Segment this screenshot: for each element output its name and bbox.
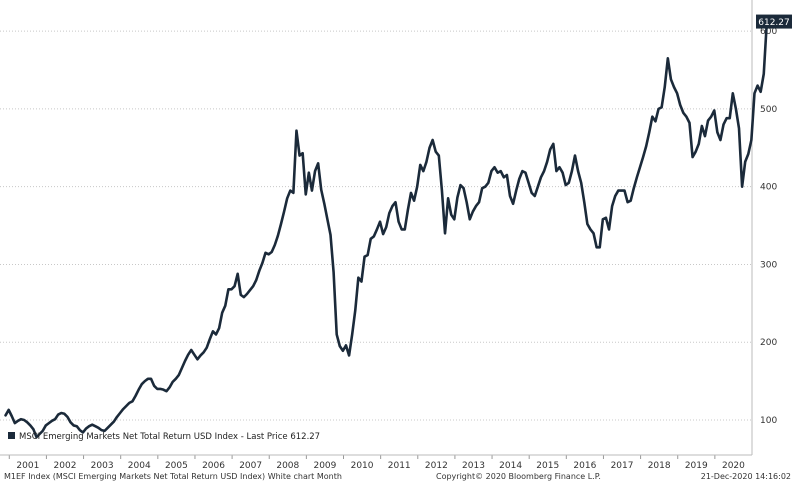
x-tick-label: 2005: [165, 461, 188, 471]
x-tick-label: 2013: [462, 461, 485, 471]
series-line: [4, 20, 769, 439]
x-tick-label: 2011: [388, 461, 411, 471]
x-tick-label: 2015: [536, 461, 559, 471]
footer-source: M1EF Index (MSCI Emerging Markets Net To…: [4, 472, 342, 481]
x-tick-label: 2006: [202, 461, 225, 471]
x-tick-label: 2014: [499, 461, 522, 471]
x-tick-label: 2007: [239, 461, 262, 471]
footer: M1EF Index (MSCI Emerging Markets Net To…: [4, 472, 791, 481]
y-tick-label: 500: [760, 105, 777, 115]
x-tick-label: 2004: [128, 461, 151, 471]
x-tick-label: 2017: [611, 461, 634, 471]
x-tick-label: 2012: [425, 461, 448, 471]
x-tick-label: 2003: [91, 461, 114, 471]
last-price-badge: 612.27: [756, 14, 792, 29]
x-axis: 2001 2002 2003 2004 2005 2006 2007 2008 2009 2010…: [8, 455, 745, 471]
x-tick-label: 2009: [313, 461, 336, 471]
x-tick-label: 2018: [648, 461, 671, 471]
x-tick-label: 2008: [276, 461, 299, 471]
legend: MSCI Emerging Markets Net Total Return U…: [8, 432, 320, 442]
x-tick-label: 2019: [685, 461, 708, 471]
y-tick-label: 200: [760, 338, 777, 348]
y-tick-label: 100: [760, 416, 777, 426]
last-price-box: [756, 14, 792, 29]
footer-copyright: Copyright© 2020 Bloomberg Finance L.P.: [436, 472, 601, 481]
y-axis: 100 200 300 400 500 600: [760, 27, 777, 426]
last-price-label: 612.27: [758, 18, 790, 28]
legend-label: MSCI Emerging Markets Net Total Return U…: [19, 432, 320, 442]
legend-swatch: [8, 432, 15, 439]
x-tick-label: 2020: [722, 461, 745, 471]
x-tick-label: 2001: [16, 461, 39, 471]
y-tick-label: 300: [760, 260, 777, 270]
x-tick-label: 2002: [54, 461, 77, 471]
x-tick-label: 2016: [573, 461, 596, 471]
y-tick-label: 600: [760, 27, 777, 37]
y-tick-label: 400: [760, 183, 777, 193]
x-tick-label: 2010: [351, 461, 374, 471]
footer-timestamp: 21-Dec-2020 14:16:02: [701, 472, 791, 481]
